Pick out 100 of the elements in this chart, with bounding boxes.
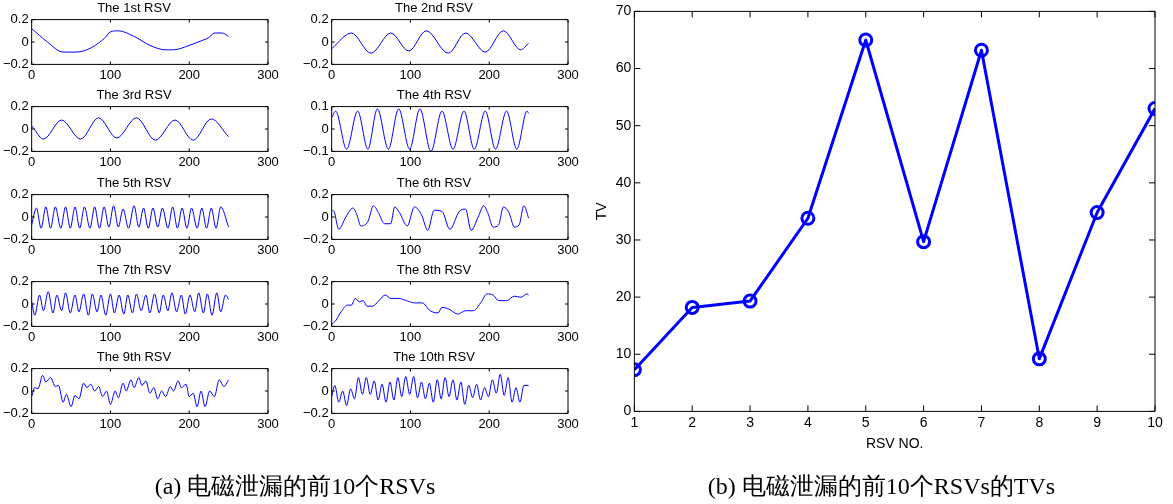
chart-title: The 2nd RSV	[394, 0, 474, 16]
x-tick-label: 1	[630, 413, 639, 430]
x-tick-label: 100	[99, 328, 122, 344]
line-series	[31, 117, 230, 141]
y-tick-label: 20	[615, 287, 632, 304]
x-tick-label: 100	[399, 415, 422, 431]
y-tick-label: 30	[615, 230, 632, 247]
x-tick-label: 100	[399, 154, 422, 170]
line-series	[31, 291, 230, 316]
y-tick-label: 0.2	[310, 185, 329, 201]
line-series	[331, 204, 530, 231]
y-tick-label: −0.1	[302, 143, 329, 159]
x-axis-title: RSV NO.	[865, 435, 924, 452]
x-tick-label: 2	[688, 413, 697, 430]
x-tick-label: 100	[399, 328, 422, 344]
y-tick-label: 0.2	[10, 360, 29, 376]
y-tick-label: 0.2	[310, 360, 329, 376]
point	[742, 293, 758, 309]
x-tick-label: 200	[178, 328, 201, 344]
x-tick-label: 100	[399, 241, 422, 257]
y-tick-label: 10	[615, 345, 632, 362]
x-tick-label: 7	[977, 413, 986, 430]
y-tick-label: −0.2	[2, 230, 29, 246]
point	[800, 210, 816, 226]
chart-title: The 10th RSV	[393, 349, 476, 365]
line-series	[31, 28, 230, 53]
y-tick-label: 40	[615, 173, 632, 190]
y-tick-label: 0.2	[10, 98, 29, 114]
y-tick-label: −0.2	[302, 230, 329, 246]
y-tick-label: 0.2	[310, 273, 329, 289]
x-tick-label: 9	[1093, 413, 1102, 430]
x-tick-label: 300	[557, 241, 579, 257]
y-tick-label: 0.2	[10, 273, 29, 289]
y-tick-label: −0.2	[302, 317, 329, 333]
y-tick-label: 0.2	[310, 11, 329, 27]
x-tick-label: 300	[557, 328, 579, 344]
x-tick-label: 3	[746, 413, 755, 430]
x-tick-label: 300	[257, 241, 279, 257]
point	[973, 42, 989, 58]
x-tick-label: 6	[919, 413, 928, 430]
x-tick-label: 200	[478, 66, 501, 82]
y-tick-label: −0.2	[2, 55, 29, 71]
chart-title: The 7th RSV	[96, 262, 172, 278]
y-tick-label: 0.2	[10, 185, 29, 201]
y-tick-label: 0	[21, 295, 29, 311]
x-tick-label: 300	[257, 328, 279, 344]
y-tick-label: 0	[21, 208, 29, 224]
x-tick-label: 4	[804, 413, 813, 430]
x-tick-label: 100	[99, 415, 122, 431]
line-series	[331, 293, 530, 325]
y-tick-label: −0.2	[302, 405, 329, 421]
chart-title: The 3rd RSV	[96, 87, 172, 103]
x-tick-label: 200	[478, 154, 501, 170]
y-tick-label: 70	[615, 2, 632, 19]
y-tick-label: 0	[321, 295, 329, 311]
x-tick-label: 100	[99, 154, 122, 170]
y-tick-label: 0	[321, 382, 329, 398]
point	[1089, 205, 1105, 221]
chart-title: The 5th RSV	[96, 174, 172, 190]
point	[916, 234, 932, 250]
text: (a) 电磁泄漏的前10个RSVs	[153, 472, 437, 501]
chart-title: The 1st RSV	[97, 0, 172, 16]
y-tick-label: 0	[623, 402, 632, 419]
point	[858, 32, 874, 48]
x-tick-label: 100	[99, 66, 122, 82]
chart-title: The 6th RSV	[396, 174, 472, 190]
y-tick-label: −0.2	[2, 405, 29, 421]
x-tick-label: 200	[478, 328, 501, 344]
y-tick-label: 0.2	[10, 11, 29, 27]
y-tick-label: 0	[321, 120, 329, 136]
x-tick-label: 100	[99, 241, 122, 257]
x-tick-label: 8	[1035, 413, 1044, 430]
x-tick-label: 300	[557, 154, 579, 170]
line-series	[31, 375, 230, 408]
point	[1031, 351, 1047, 367]
x-tick-label: 200	[178, 415, 201, 431]
chart-title: The 4th RSV	[396, 87, 472, 103]
x-tick-label: 200	[178, 241, 201, 257]
x-tick-label: 10	[1147, 413, 1163, 430]
y-tick-label: −0.2	[2, 317, 29, 333]
x-tick-label: 5	[861, 413, 870, 430]
x-tick-label: 300	[557, 415, 579, 431]
y-tick-label: −0.2	[302, 55, 329, 71]
x-tick-label: 300	[257, 154, 279, 170]
y-tick-label: 60	[615, 59, 632, 76]
x-tick-label: 200	[178, 66, 201, 82]
line-series	[31, 204, 230, 229]
y-tick-label: 0	[21, 120, 29, 136]
x-tick-label: 100	[399, 66, 422, 82]
y-tick-label: 0	[321, 208, 329, 224]
y-tick-label: 0	[321, 33, 329, 49]
text: (b) 电磁泄漏的前10个RSVs的TVs	[706, 472, 1057, 501]
line-series	[331, 30, 530, 54]
x-tick-label: 300	[557, 66, 579, 82]
chart-title: The 8th RSV	[396, 262, 472, 278]
x-tick-label: 200	[478, 241, 501, 257]
y-tick-label: 50	[615, 116, 632, 133]
x-tick-label: 300	[257, 415, 279, 431]
point	[684, 299, 700, 315]
y-tick-label: 0	[21, 33, 29, 49]
